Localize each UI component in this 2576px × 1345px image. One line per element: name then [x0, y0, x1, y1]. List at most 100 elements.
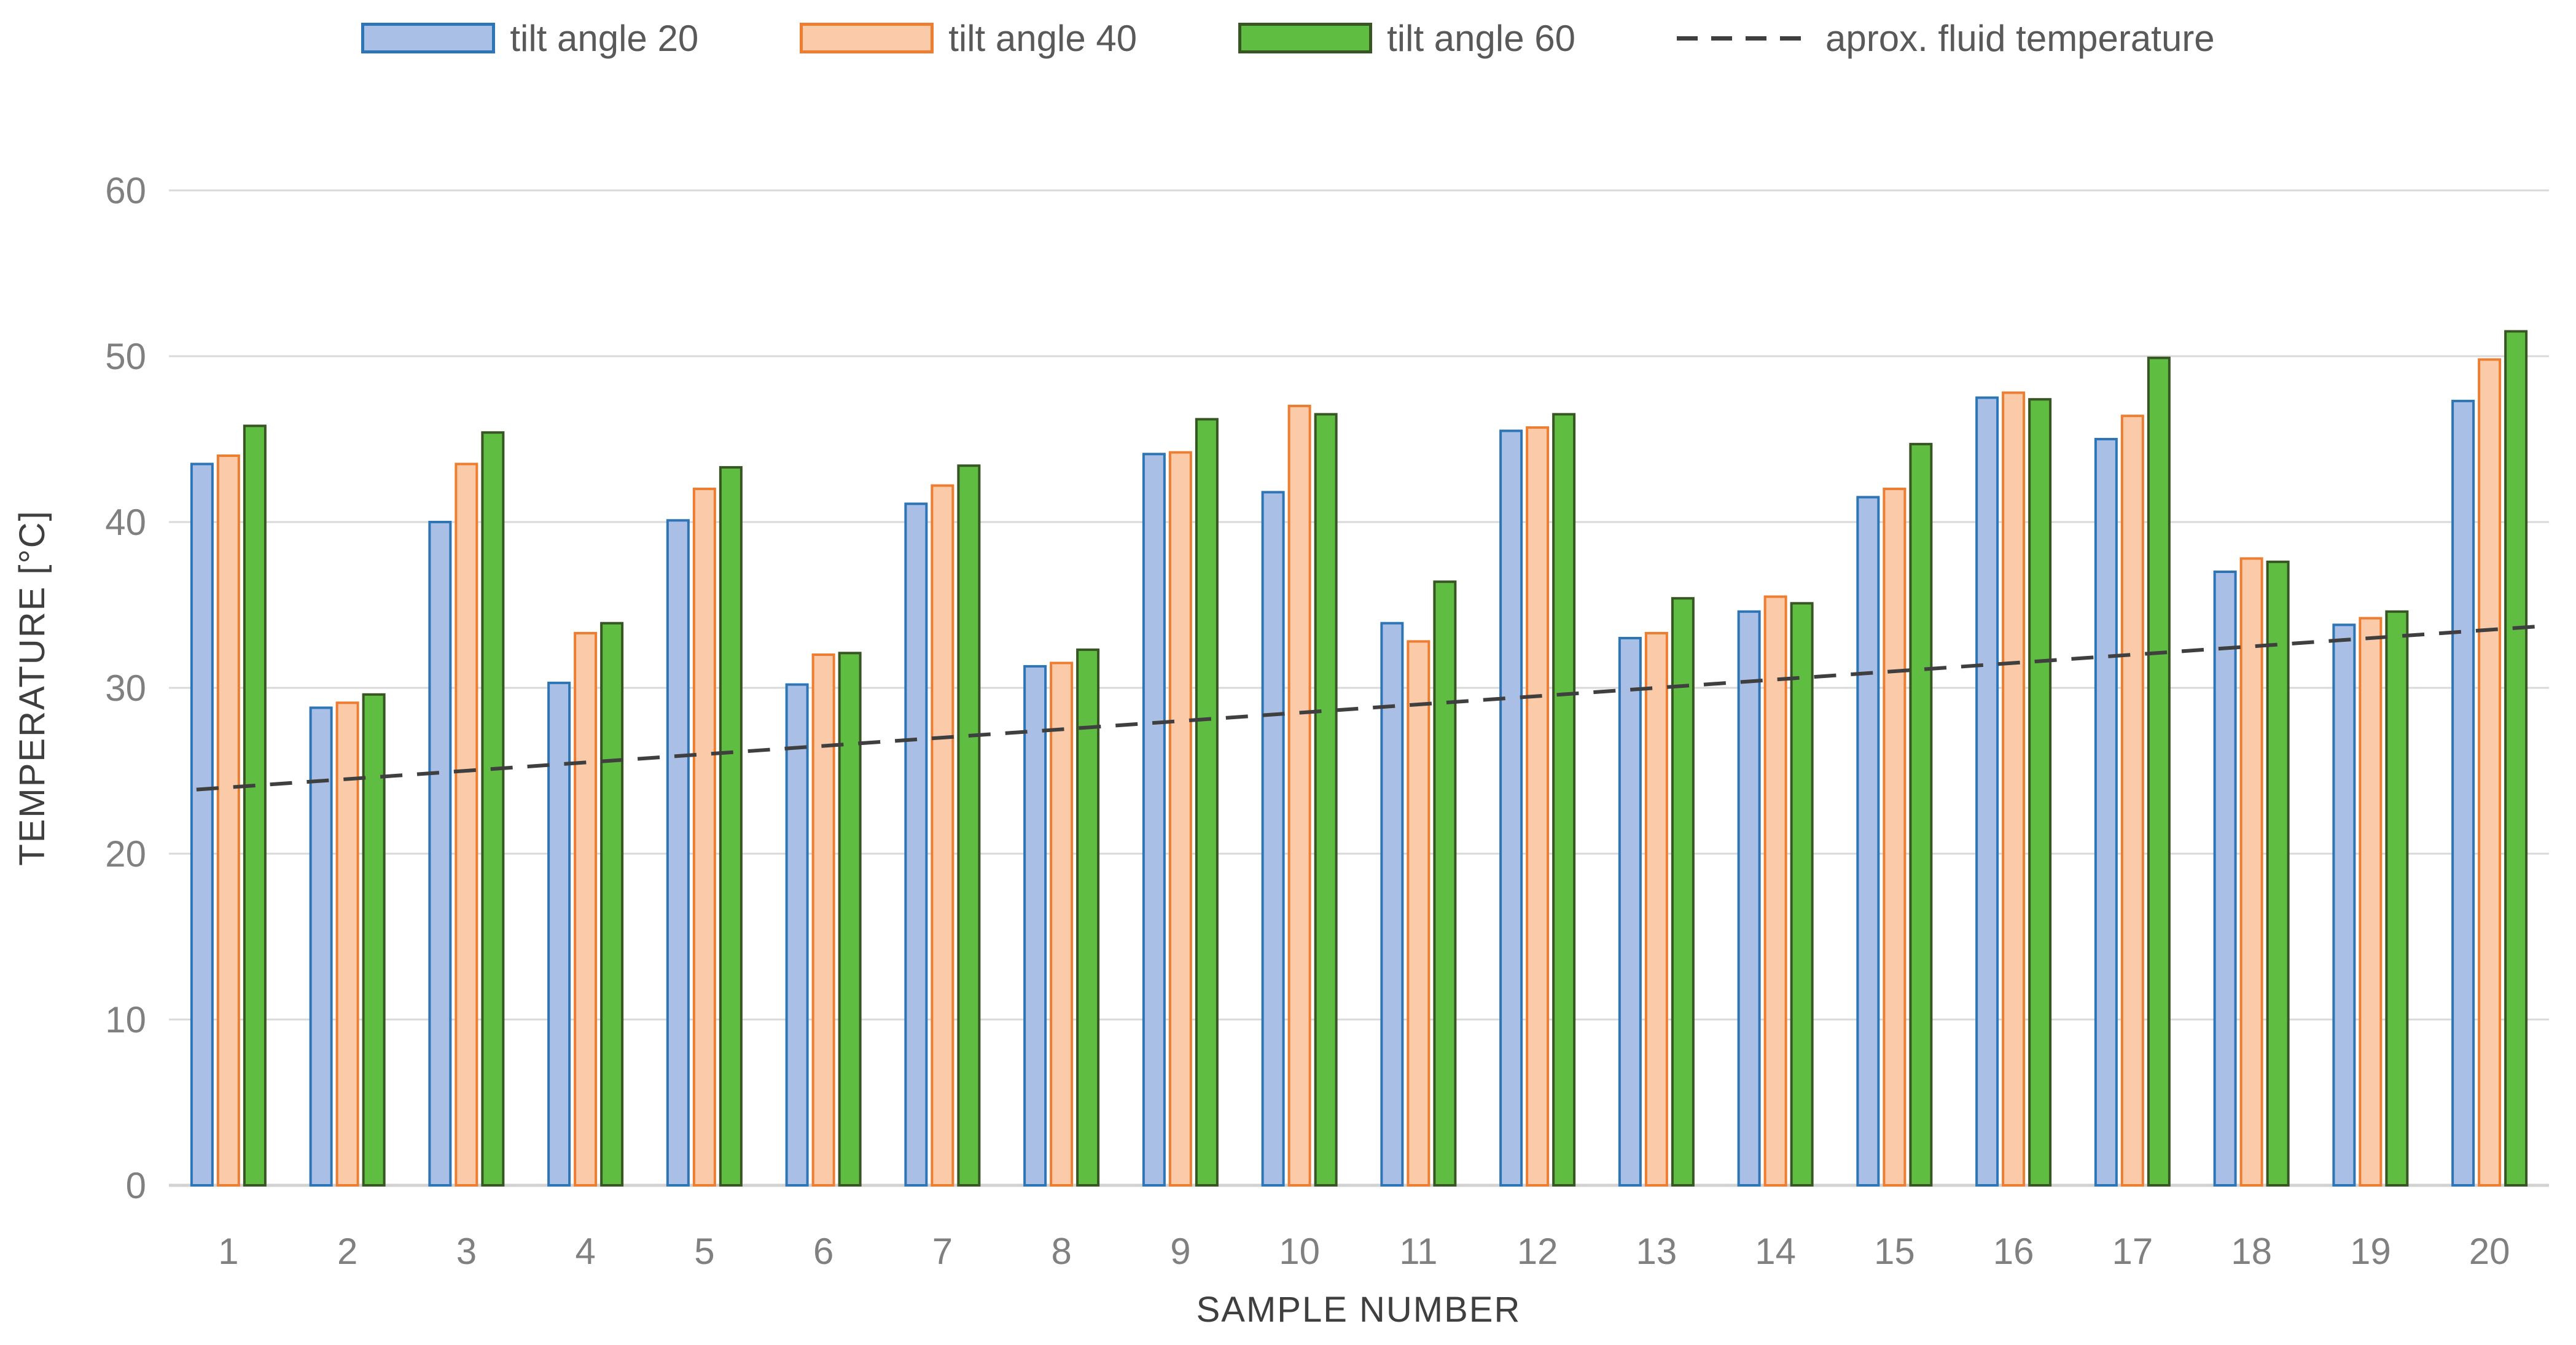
- x-tick-label-8: 8: [1051, 1231, 1071, 1272]
- legend-label-tilt-angle-40: tilt angle 40: [948, 17, 1138, 59]
- y-tick-label-50: 50: [105, 336, 146, 377]
- x-tick-label-13: 13: [1636, 1231, 1677, 1272]
- bar-sample-5-tilt-angle-20: [666, 519, 690, 1187]
- bar-sample-6-tilt-angle-60: [838, 652, 862, 1187]
- legend-label-tilt-angle-60: tilt angle 60: [1387, 17, 1575, 59]
- legend-item-tilt-angle-60: tilt angle 60: [1238, 17, 1575, 60]
- y-tick-label-10: 10: [105, 999, 146, 1040]
- legend-item-tilt-angle-20: tilt angle 20: [361, 17, 698, 60]
- x-tick-label-18: 18: [2231, 1231, 2272, 1272]
- bar-sample-14-tilt-angle-40: [1763, 595, 1787, 1187]
- bar-sample-8-tilt-angle-40: [1050, 661, 1074, 1187]
- fluid-temperature-line: [196, 623, 2548, 792]
- bar-sample-7-tilt-angle-60: [957, 464, 981, 1187]
- legend-swatch-tilt-angle-20: [361, 23, 496, 53]
- bar-sample-9-tilt-angle-60: [1195, 418, 1219, 1187]
- x-tick-label-10: 10: [1279, 1231, 1320, 1272]
- x-tick-label-4: 4: [575, 1231, 595, 1272]
- bar-sample-2-tilt-angle-40: [335, 701, 359, 1187]
- legend-item-fluid-temperature: aprox. fluid temperature: [1677, 17, 2215, 60]
- bar-sample-19-tilt-angle-40: [2359, 617, 2383, 1187]
- bars: [190, 330, 2528, 1187]
- legend-label-fluid-temperature: aprox. fluid temperature: [1825, 17, 2215, 59]
- x-tick-label-5: 5: [694, 1231, 714, 1272]
- bar-sample-2-tilt-angle-20: [309, 706, 333, 1187]
- x-tick-label-11: 11: [1399, 1231, 1437, 1272]
- bar-sample-3-tilt-angle-40: [455, 462, 478, 1187]
- bar-sample-19-tilt-angle-60: [2385, 610, 2409, 1187]
- legend-swatch-tilt-angle-40: [800, 23, 934, 53]
- bar-sample-10-tilt-angle-20: [1261, 491, 1285, 1187]
- bar-sample-20-tilt-angle-40: [2478, 358, 2502, 1187]
- bar-sample-7-tilt-angle-40: [931, 484, 954, 1187]
- bar-sample-20-tilt-angle-20: [2451, 399, 2475, 1187]
- y-tick-label-20: 20: [105, 833, 146, 875]
- bar-sample-19-tilt-angle-20: [2332, 623, 2356, 1187]
- legend-item-tilt-angle-40: tilt angle 40: [800, 17, 1137, 60]
- bar-sample-6-tilt-angle-40: [811, 653, 835, 1187]
- x-tick-label-15: 15: [1874, 1231, 1915, 1272]
- bar-sample-17-tilt-angle-60: [2147, 356, 2171, 1187]
- x-tick-label-6: 6: [813, 1231, 833, 1272]
- bar-sample-4-tilt-angle-40: [574, 631, 598, 1187]
- x-tick-label-17: 17: [2112, 1231, 2153, 1272]
- bar-sample-1-tilt-angle-60: [243, 424, 267, 1187]
- y-tick-label-40: 40: [105, 502, 146, 543]
- bar-sample-4-tilt-angle-60: [600, 622, 624, 1187]
- x-tick-label-19: 19: [2350, 1231, 2391, 1272]
- bar-sample-10-tilt-angle-60: [1314, 413, 1338, 1187]
- bar-sample-12-tilt-angle-60: [1552, 413, 1576, 1187]
- x-tick-label-3: 3: [456, 1231, 477, 1272]
- x-tick-label-9: 9: [1170, 1231, 1190, 1272]
- x-axis-title: SAMPLE NUMBER: [1196, 1290, 1521, 1330]
- bar-sample-18-tilt-angle-60: [2266, 560, 2290, 1187]
- bar-sample-16-tilt-angle-60: [2028, 398, 2052, 1187]
- bar-sample-18-tilt-angle-20: [2213, 571, 2237, 1187]
- bar-sample-10-tilt-angle-40: [1287, 405, 1311, 1187]
- bar-sample-9-tilt-angle-40: [1168, 451, 1192, 1187]
- bar-sample-16-tilt-angle-20: [1975, 396, 1999, 1187]
- bar-sample-5-tilt-angle-40: [692, 488, 716, 1187]
- bar-sample-1-tilt-angle-40: [216, 454, 240, 1187]
- bar-sample-15-tilt-angle-40: [1883, 488, 1907, 1187]
- bar-sample-9-tilt-angle-20: [1142, 453, 1166, 1187]
- bar-sample-4-tilt-angle-20: [547, 681, 571, 1187]
- y-tick-label-0: 0: [126, 1165, 146, 1206]
- bar-sample-3-tilt-angle-20: [428, 521, 452, 1187]
- gridlines: [169, 189, 2549, 1187]
- bar-sample-5-tilt-angle-60: [719, 466, 743, 1187]
- bar-sample-14-tilt-angle-60: [1790, 602, 1814, 1187]
- bar-sample-14-tilt-angle-20: [1737, 610, 1761, 1187]
- bar-sample-15-tilt-angle-60: [1909, 443, 1933, 1187]
- y-tick-label-60: 60: [105, 170, 146, 211]
- x-tick-label-20: 20: [2469, 1231, 2510, 1272]
- bar-sample-1-tilt-angle-20: [190, 462, 214, 1187]
- bar-sample-11-tilt-angle-40: [1407, 640, 1430, 1187]
- bar-sample-3-tilt-angle-60: [481, 431, 505, 1187]
- legend-swatch-tilt-angle-60: [1238, 23, 1373, 53]
- x-tick-label-1: 1: [218, 1231, 238, 1272]
- bar-sample-8-tilt-angle-20: [1023, 665, 1047, 1187]
- x-tick-label-7: 7: [932, 1231, 953, 1272]
- bar-sample-7-tilt-angle-20: [904, 502, 928, 1187]
- bar-sample-17-tilt-angle-20: [2094, 438, 2118, 1187]
- legend: tilt angle 20 tilt angle 40 tilt angle 6…: [0, 9, 2576, 68]
- bar-sample-12-tilt-angle-20: [1499, 429, 1523, 1187]
- bar-sample-6-tilt-angle-20: [785, 683, 809, 1187]
- x-tick-label-14: 14: [1755, 1231, 1796, 1272]
- bar-sample-17-tilt-angle-40: [2120, 415, 2144, 1187]
- y-axis-title: TEMPERATURE [°C]: [12, 510, 52, 865]
- bar-sample-15-tilt-angle-20: [1856, 496, 1880, 1187]
- bar-sample-18-tilt-angle-40: [2239, 557, 2263, 1187]
- x-tick-label-2: 2: [337, 1231, 357, 1272]
- bar-sample-2-tilt-angle-60: [362, 693, 386, 1187]
- bar-sample-12-tilt-angle-40: [1526, 426, 1550, 1187]
- bar-sample-20-tilt-angle-60: [2504, 330, 2528, 1187]
- bar-sample-8-tilt-angle-60: [1076, 648, 1100, 1187]
- bar-sample-13-tilt-angle-20: [1618, 637, 1642, 1187]
- bar-sample-11-tilt-angle-60: [1433, 580, 1457, 1187]
- x-tick-label-16: 16: [1993, 1231, 2034, 1272]
- y-tick-label-30: 30: [105, 668, 146, 709]
